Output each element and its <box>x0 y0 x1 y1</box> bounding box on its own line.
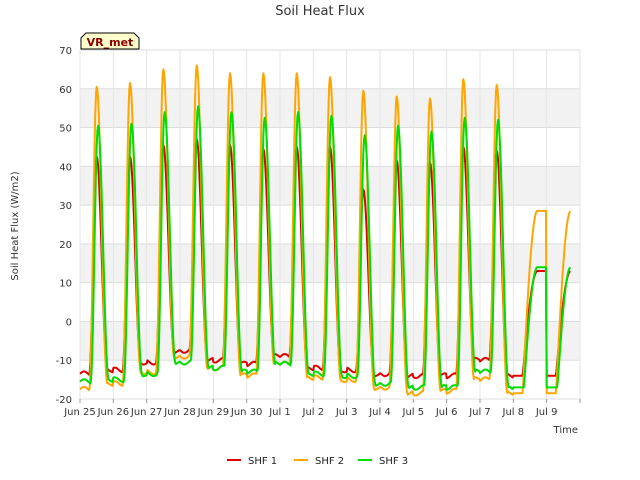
series-line-shf-2 <box>79 64 572 397</box>
x-tick-label: Jun 26 <box>97 407 130 418</box>
y-tick-label: -10 <box>56 356 72 367</box>
legend-label-shf-1: SHF 1 <box>248 456 277 467</box>
x-tick-label: Jun 25 <box>63 407 96 418</box>
y-tick-label: -20 <box>56 395 72 406</box>
x-tick-label: Jun 27 <box>130 407 163 418</box>
series-layer <box>79 64 572 397</box>
x-tick-label: Jul 2 <box>302 407 325 418</box>
y-axis-ticks: -20 -10 0 10 20 30 40 50 60 70 <box>56 46 72 406</box>
vr-met-badge: VR_met <box>80 32 140 50</box>
x-tick-label: Jul 9 <box>535 407 558 418</box>
legend-label-shf-2: SHF 2 <box>315 456 344 467</box>
y-tick-label: 10 <box>59 279 72 290</box>
legend: SHF 1 SHF 2 SHF 3 <box>227 456 408 467</box>
y-tick-label: 50 <box>59 124 72 135</box>
x-tick-label: Jun 29 <box>197 407 230 418</box>
x-tick-label: Jul 6 <box>435 407 458 418</box>
y-tick-label: 70 <box>59 46 72 57</box>
x-tick-label: Jul 8 <box>502 407 525 418</box>
chart-title: Soil Heat Flux <box>275 4 365 19</box>
legend-label-shf-3: SHF 3 <box>379 456 408 467</box>
x-tick-label: Jun 30 <box>230 407 263 418</box>
x-axis-ticks: Jun 25 Jun 26 Jun 27 Jun 28 Jun 29 Jun 30 Jul … <box>63 399 581 418</box>
y-axis-label: Soil Heat Flux (W/m2) <box>10 171 21 280</box>
x-tick-label: Jul 7 <box>468 407 491 418</box>
y-tick-label: 0 <box>66 317 72 328</box>
badge-label: VR_met <box>87 36 134 49</box>
x-tick-label: Jul 4 <box>368 407 391 418</box>
x-tick-label: Jul 1 <box>268 407 291 418</box>
y-tick-label: 30 <box>59 201 72 212</box>
y-tick-label: 20 <box>59 240 72 251</box>
x-tick-label: Jun 28 <box>163 407 196 418</box>
y-tick-label: 40 <box>59 162 72 173</box>
y-tick-label: 60 <box>59 85 72 96</box>
grid-band <box>80 243 580 283</box>
grid-band <box>80 321 580 361</box>
series-line-shf-3 <box>79 105 572 391</box>
badge-shape <box>80 32 140 50</box>
x-axis-label: Time <box>553 425 578 436</box>
x-tick-label: Jul 3 <box>335 407 358 418</box>
x-tick-label: Jul 5 <box>402 407 425 418</box>
